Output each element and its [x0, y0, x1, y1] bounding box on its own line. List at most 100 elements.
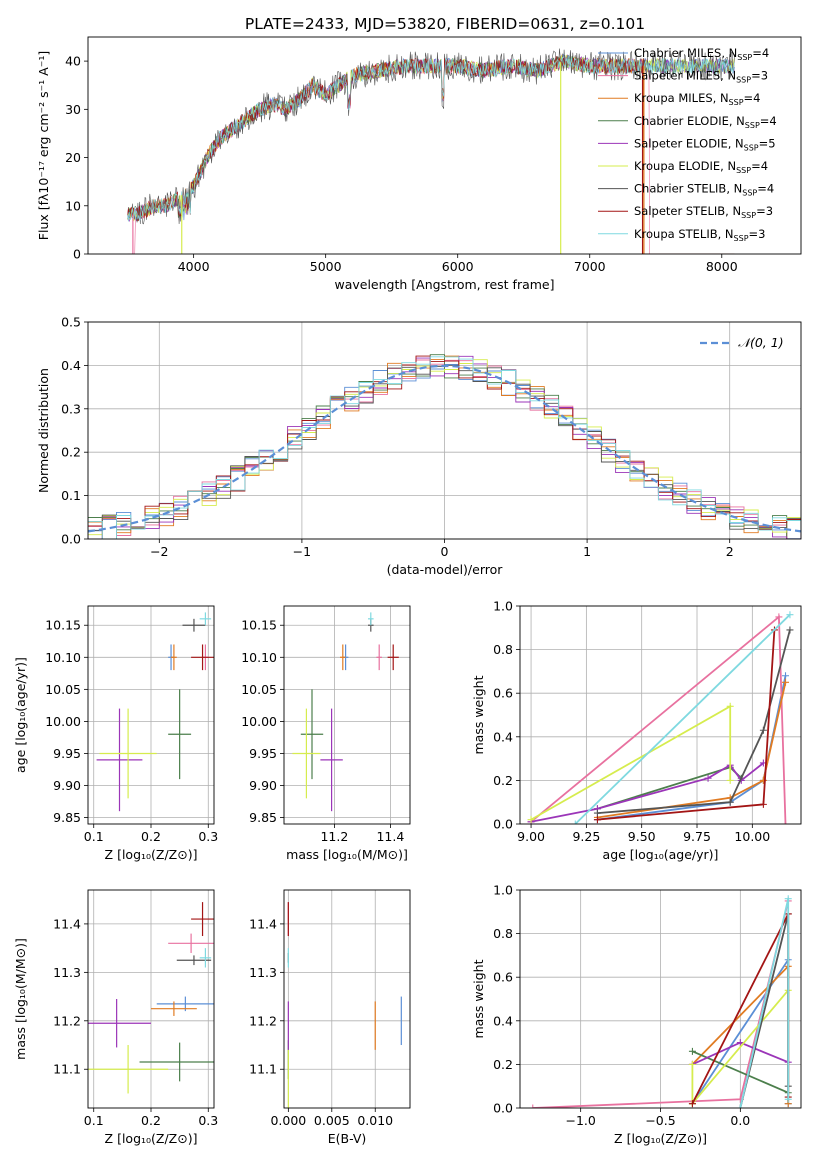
age-vs-Z-ytick-label: 10.00 [45, 714, 81, 729]
weight-vs-age-marker [726, 702, 734, 710]
weight-vs-age-xtick-label: 9.00 [517, 829, 545, 844]
weight-vs-age-ytick-label: 0.4 [493, 729, 513, 744]
weight-vs-age-marker [782, 678, 790, 686]
spectrum-legend-entry: Salpeter ELODIE, NSSP=5 [634, 136, 776, 152]
residuals-xtick-label: 2 [726, 544, 734, 559]
mass-vs-EBV-ytick-label: 11.1 [249, 1062, 277, 1077]
mass-vs-EBV-axes: 0.000 0.005 0.010 11.1 11.2 11.3 11.4 E(B-V) [249, 890, 410, 1146]
weight-vs-age-marker [782, 820, 790, 824]
weight-vs-Z-ytick-label: 0.8 [493, 926, 513, 941]
weight-vs-age-ytick-label: 0.6 [493, 686, 513, 701]
age-vs-mass-ytick-label: 10.10 [241, 650, 277, 665]
weight-vs-age-marker [593, 809, 601, 817]
residuals-legend-entry: 𝒩(0, 1) [738, 335, 784, 350]
spectrum-ytick-label: 0 [73, 247, 81, 262]
residuals-xtick-label: −1 [293, 544, 311, 559]
mass-vs-Z-ytick-label: 11.3 [53, 965, 81, 980]
weight-vs-age-marker [571, 820, 579, 824]
weight-vs-age-marker [704, 774, 712, 782]
weight-vs-Z-ytick-label: 0.2 [493, 1057, 513, 1072]
mass-vs-Z-point-salpeter-stelib [191, 902, 214, 937]
mass-vs-Z-point-salpeter-miles [168, 933, 214, 953]
weight-vs-age-ytick-label: 0.8 [493, 642, 513, 657]
weight-vs-Z-ytick-label: 1.0 [493, 883, 513, 898]
age-vs-Z-xtick-label: 0.2 [141, 829, 161, 844]
spectrum-ytick-label: 40 [65, 54, 81, 69]
mass-vs-Z-ytick-label: 11.2 [53, 1013, 81, 1028]
weight-vs-age-series-salpeter-stelib [593, 626, 778, 824]
residuals-hist-kroupa-stelib [88, 356, 801, 539]
figure-title: PLATE=2433, MJD=53820, FIBERID=0631, z=0… [245, 15, 645, 33]
age-vs-Z-point-chabrier-elodie [168, 689, 192, 780]
spectrum-ylabel: Flux [fλ10⁻¹⁷ erg cm⁻² s⁻¹ A⁻¹] [36, 51, 51, 240]
spectrum-legend-entry: Chabrier STELIB, NSSP=4 [634, 182, 774, 198]
age-vs-mass-xlabel: mass [log₁₀(M/M⊙)] [286, 847, 408, 862]
age-vs-mass-point-kroupa-stelib [368, 612, 374, 626]
weight-vs-age-marker [759, 800, 767, 808]
mass-vs-Z-ylabel: mass [log₁₀(M/M⊙)] [13, 938, 28, 1060]
age-vs-mass-ytick-label: 9.90 [249, 778, 277, 793]
mass-vs-EBV-frame [283, 889, 411, 1109]
weight-vs-Z-marker [688, 1060, 696, 1068]
weight-vs-Z-marker [736, 1104, 744, 1108]
weight-vs-Z-marker [784, 1095, 792, 1103]
weight-vs-Z-ytick-label: 0.4 [493, 1013, 513, 1028]
mass-vs-EBV-xlabel: E(B-V) [328, 1131, 367, 1146]
weight-vs-age-marker [775, 613, 783, 621]
residuals-ylabel: Normed distribution [36, 368, 51, 493]
age-vs-Z-point-chabrier-stelib [182, 618, 206, 632]
weight-vs-age-ylabel: mass weight [471, 675, 486, 754]
spectrum-xtick-label: 4000 [178, 259, 210, 274]
spectrum-line-kroupa-stelib [127, 56, 735, 222]
age-vs-mass-ytick-label: 10.00 [241, 714, 277, 729]
spectrum-ytick-label: 20 [65, 150, 81, 165]
weight-vs-age-marker [527, 816, 535, 824]
mass-vs-Z-point-salpeter-elodie [88, 999, 151, 1048]
residuals-xtick-label: −2 [150, 544, 168, 559]
spectrum-xtick-label: 8000 [706, 259, 738, 274]
weight-vs-Z-ytick-label: 0.6 [493, 970, 513, 985]
weight-vs-Z-ylabel: mass weight [471, 959, 486, 1038]
age-vs-Z-point-salpeter-stelib [191, 644, 214, 671]
weight-vs-age-marker [759, 726, 767, 734]
residuals-ytick-label: 0.1 [61, 488, 81, 503]
weight-vs-Z-marker [736, 1039, 744, 1047]
age-vs-mass-point-salpeter-elodie [320, 708, 343, 812]
residuals-ytick-label: 0.4 [61, 358, 81, 373]
mass-vs-Z-frame [87, 889, 215, 1109]
weight-vs-age-series-chabrier-stelib [593, 626, 794, 817]
weight-vs-age-marker [786, 626, 794, 634]
weight-vs-Z-xtick-label: −0.5 [645, 1113, 675, 1128]
age-vs-Z-xtick-label: 0.1 [84, 829, 104, 844]
weight-vs-Z-xtick-label: 0.0 [730, 1113, 750, 1128]
weight-vs-age-series-kroupa-elodie [527, 702, 734, 824]
residuals-ytick-label: 0.5 [61, 315, 81, 330]
weight-vs-age-series-kroupa-miles [593, 678, 790, 821]
age-vs-Z-frame [87, 605, 215, 825]
age-vs-Z-ytick-label: 9.95 [53, 746, 81, 761]
weight-vs-Z-marker [529, 1104, 537, 1108]
spectrum-xlabel: wavelength [Angstrom, rest frame] [334, 277, 554, 292]
residuals-ytick-label: 0.3 [61, 401, 81, 416]
age-vs-Z-ytick-label: 9.85 [53, 810, 81, 825]
mass-vs-Z-point-chabrier-elodie [139, 1042, 214, 1082]
weight-vs-age-series-salpeter-miles [527, 613, 790, 824]
mass-vs-EBV-xtick-label: 0.000 [270, 1113, 306, 1128]
weight-vs-Z-frame [519, 889, 802, 1109]
spectrum-legend-entry: Kroupa STELIB, NSSP=3 [634, 227, 765, 243]
weight-vs-age-marker [726, 776, 734, 784]
spectrum-legend-entry: Chabrier ELODIE, NSSP=4 [634, 114, 777, 130]
weight-vs-Z-marker [688, 1047, 696, 1055]
spectrum-legend-entry: Salpeter MILES, NSSP=3 [634, 69, 768, 85]
weight-vs-age-xtick-label: 9.75 [683, 829, 711, 844]
weight-vs-age-series-kroupa-stelib [571, 611, 794, 824]
residuals-xtick-label: 1 [583, 544, 591, 559]
weight-vs-age-frame [519, 605, 802, 825]
spectrum-xtick-label: 7000 [574, 259, 606, 274]
residuals-axes: −2 −1 0 1 2 0.0 0.1 0.2 0.3 0.4 0.5 (data-model)/er… [36, 315, 801, 577]
age-vs-mass-xtick-label: 11.2 [320, 829, 348, 844]
mass-vs-Z-axes: 0.1 0.2 0.3 11.1 11.2 11.3 11.4 Z [log₁₀(Z/Z⊙)]… [13, 890, 218, 1146]
residuals-frame [87, 321, 802, 540]
age-vs-Z-ytick-label: 10.05 [45, 682, 81, 697]
